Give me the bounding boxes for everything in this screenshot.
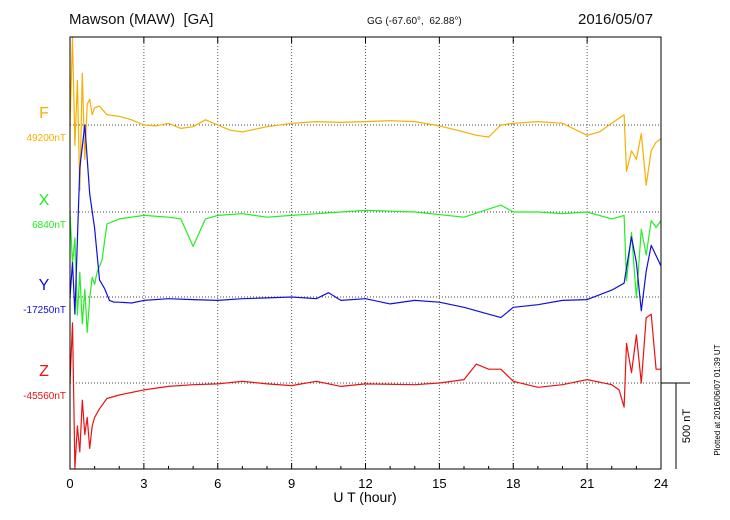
x-tick-label: 24 <box>654 476 668 491</box>
x-axis-label: U T (hour) <box>333 489 396 505</box>
x-tick-label: 3 <box>140 476 147 491</box>
baseline-layer <box>70 124 661 384</box>
plotted-at-note: Plotted at 2016/06/07 01:39 UT <box>713 344 722 455</box>
x-tick-label: 21 <box>580 476 594 491</box>
series-name-x: X <box>39 192 50 209</box>
scale-bar: 500 nT <box>661 382 693 469</box>
x-tick-label: 0 <box>66 476 73 491</box>
date-label: 2016/05/07 <box>578 11 654 28</box>
series-layer: F 49200nT X 6840nT Y -17250nT Z -45560nT <box>23 37 662 469</box>
baseline-value-f: 49200nT <box>27 133 66 144</box>
station-title: Mawson (MAW) [GA] <box>69 11 214 28</box>
x-tick-label: 9 <box>288 476 295 491</box>
coordinates-label: GG (-67.60°, 62.88°) <box>367 16 462 27</box>
series-name-f: F <box>39 105 49 122</box>
x-tick-label: 12 <box>358 476 372 491</box>
tick-layer: 0 3 6 9 12 15 18 21 24 <box>66 37 668 491</box>
series-name-z: Z <box>39 363 49 380</box>
scale-bar-label: 500 nT <box>681 409 693 444</box>
series-line-z <box>69 313 661 469</box>
series-name-y: Y <box>39 277 50 294</box>
x-tick-label: 15 <box>432 476 446 491</box>
grid-layer <box>143 37 588 469</box>
baseline-value-x: 6840nT <box>32 220 66 231</box>
series-line-y <box>69 124 662 319</box>
x-tick-label: 18 <box>506 476 520 491</box>
baseline-value-y: -17250nT <box>23 305 66 316</box>
series-line-f <box>69 37 662 191</box>
baseline-value-z: -45560nT <box>23 391 66 402</box>
x-tick-label: 6 <box>214 476 221 491</box>
